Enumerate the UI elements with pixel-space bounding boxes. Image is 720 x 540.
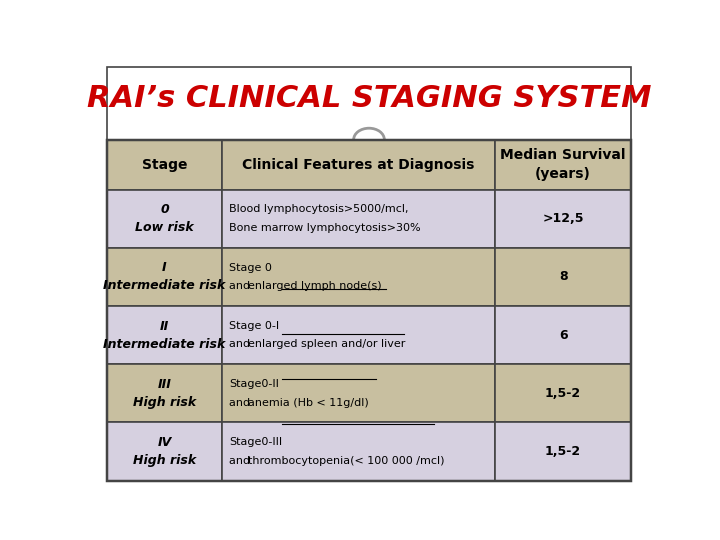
Bar [107,140,222,190]
Text: Stage0-III: Stage0-III [229,437,282,447]
Text: Median Survival
(years): Median Survival (years) [500,148,626,181]
Text: 1,5-2: 1,5-2 [545,445,581,458]
Bar [222,306,495,364]
Text: Clinical Features at Diagnosis: Clinical Features at Diagnosis [243,158,474,172]
Bar [495,248,631,306]
Text: and: and [229,456,253,466]
Text: IV
High risk: IV High risk [132,436,196,467]
Text: and: and [229,339,253,349]
Text: 1,5-2: 1,5-2 [545,387,581,400]
Text: Stage 0-I: Stage 0-I [229,321,279,331]
Text: RAI’s CLINICAL STAGING SYSTEM: RAI’s CLINICAL STAGING SYSTEM [86,84,652,112]
Text: and: and [229,281,253,291]
Text: Stage: Stage [142,158,187,172]
Text: enlarged lymph node(s): enlarged lymph node(s) [248,281,382,291]
Text: Stage 0: Stage 0 [229,262,271,273]
Bar [222,248,495,306]
Bar [495,190,631,248]
Text: >12,5: >12,5 [542,212,584,225]
Text: Bone marrow lymphocytosis>30%: Bone marrow lymphocytosis>30% [229,223,420,233]
Bar [495,364,631,422]
Bar [107,422,222,481]
Bar [495,422,631,481]
Text: anemia (Hb < 11g/dl): anemia (Hb < 11g/dl) [248,397,369,408]
Bar [495,306,631,364]
Text: Stage0-II: Stage0-II [229,379,279,389]
Bar [222,140,495,190]
Bar [107,140,631,481]
Bar [222,190,495,248]
Bar [107,190,222,248]
Bar [222,364,495,422]
Bar [222,422,495,481]
Text: 0
Low risk: 0 Low risk [135,203,194,234]
Text: II
Intermediate risk: II Intermediate risk [103,320,225,350]
Text: III
High risk: III High risk [132,378,196,409]
Text: enlarged spleen and/or liver: enlarged spleen and/or liver [248,339,405,349]
Bar [107,67,631,140]
Text: I
Intermediate risk: I Intermediate risk [103,261,225,292]
Bar [495,140,631,190]
Bar [107,364,222,422]
Text: thrombocytopenia(< 100 000 /mcl): thrombocytopenia(< 100 000 /mcl) [248,456,444,466]
Bar [107,248,222,306]
Bar [107,306,222,364]
Text: 6: 6 [559,328,567,342]
Text: Blood lymphocytosis>5000/mcl,: Blood lymphocytosis>5000/mcl, [229,204,408,214]
Text: and: and [229,397,253,408]
Text: 8: 8 [559,271,567,284]
